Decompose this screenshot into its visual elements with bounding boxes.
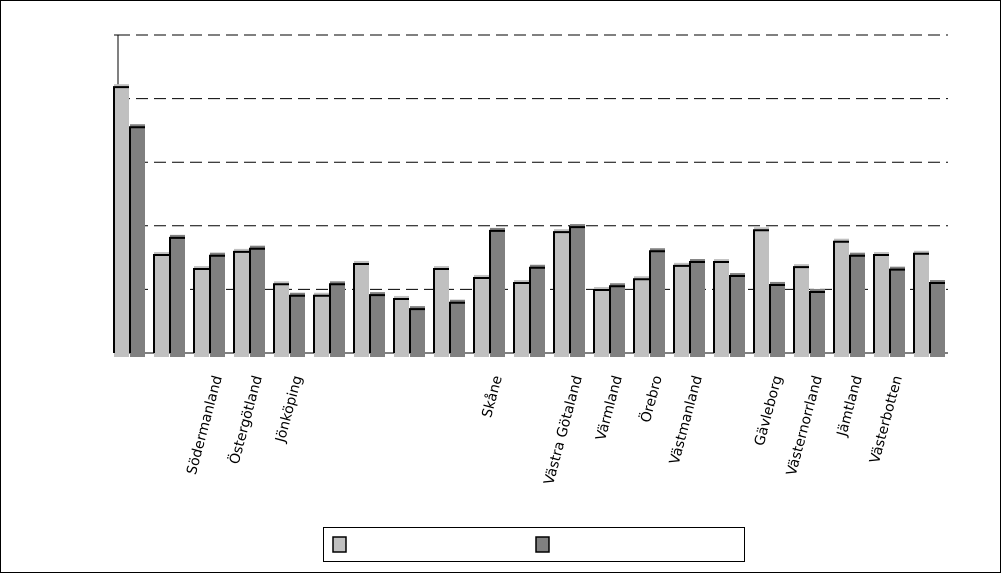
bar: [834, 241, 849, 357]
bar-edge: [353, 262, 369, 353]
bar-edge: [433, 268, 449, 353]
bar-edge: [929, 282, 945, 353]
bar: [514, 283, 529, 357]
bar: [650, 251, 665, 357]
bar-edge: [313, 294, 329, 353]
bar-edge: [489, 229, 505, 353]
bar-edge: [129, 126, 145, 353]
bar: [170, 237, 185, 357]
bar-edge: [153, 254, 169, 353]
bar-edge: [729, 275, 745, 353]
bar: [890, 269, 905, 357]
bar-edge: [449, 301, 465, 353]
bar: [410, 309, 425, 357]
bar: [794, 267, 809, 357]
bar: [770, 284, 785, 357]
bar-edge: [169, 236, 185, 353]
bar: [930, 283, 945, 357]
bar-edge: [849, 254, 865, 353]
bar: [594, 290, 609, 357]
bar: [530, 267, 545, 357]
bar-edge: [329, 283, 345, 353]
bar-edge: [289, 294, 305, 353]
bar: [394, 298, 409, 357]
bar-edge: [393, 297, 409, 353]
bar: [850, 255, 865, 357]
bar-edge: [809, 290, 825, 353]
bar-edge: [369, 294, 385, 353]
bar: [450, 302, 465, 357]
bar: [354, 263, 369, 357]
bar: [490, 230, 505, 357]
bar-edge: [593, 289, 609, 353]
bar: [234, 251, 249, 357]
bar: [874, 255, 889, 357]
bar-edge: [273, 283, 289, 353]
bar: [290, 295, 305, 357]
bar: [314, 295, 329, 357]
bar: [754, 230, 769, 357]
bar-edge: [529, 266, 545, 353]
bar-edge: [873, 254, 889, 353]
bar-edge: [473, 276, 489, 353]
bar: [194, 269, 209, 357]
bar: [210, 255, 225, 357]
bar: [690, 262, 705, 357]
bar-edge: [793, 266, 809, 353]
bar: [274, 284, 289, 357]
bar-edge: [569, 226, 585, 353]
bar: [114, 87, 129, 357]
bar-edge: [633, 278, 649, 353]
bar: [610, 286, 625, 357]
legend-swatch: [332, 536, 347, 553]
bar-edge: [753, 229, 769, 353]
bar: [730, 276, 745, 357]
bar-edge: [889, 268, 905, 353]
bar-edge: [553, 231, 569, 353]
bar-edge: [233, 250, 249, 353]
bar-edge: [833, 240, 849, 353]
bar-edge: [193, 268, 209, 353]
bar: [674, 265, 689, 357]
bar-edge: [609, 285, 625, 353]
bar: [370, 295, 385, 357]
bar: [714, 262, 729, 357]
bar: [250, 248, 265, 357]
bar-edge: [409, 308, 425, 353]
bar-edge: [513, 282, 529, 353]
bar: [634, 279, 649, 357]
bar-edge: [713, 261, 729, 353]
bar-edge: [673, 264, 689, 353]
bar-edge: [209, 254, 225, 353]
bar-edge: [113, 86, 129, 353]
bar-edge: [649, 250, 665, 353]
bar-edge: [689, 261, 705, 353]
bar-edge: [249, 247, 265, 353]
bar: [474, 277, 489, 357]
bar: [154, 255, 169, 357]
bar: [130, 127, 145, 357]
bar: [434, 269, 449, 357]
bar: [914, 253, 929, 357]
bar-edge: [769, 283, 785, 353]
bar: [554, 232, 569, 357]
bar: [810, 291, 825, 357]
legend: [323, 527, 745, 562]
bar-edge: [913, 252, 929, 353]
legend-swatch: [535, 536, 550, 553]
bar: [570, 227, 585, 357]
bar: [330, 284, 345, 357]
